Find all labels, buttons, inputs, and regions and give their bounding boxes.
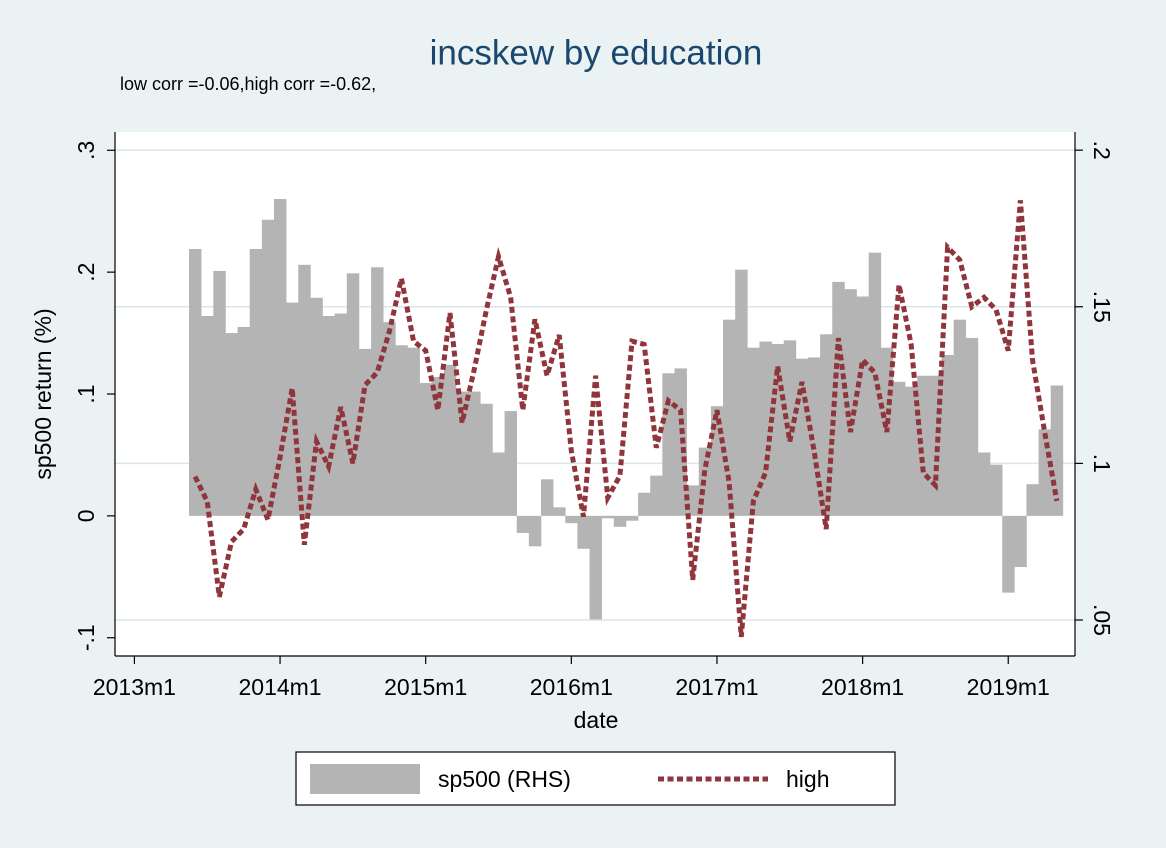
bar (468, 391, 481, 516)
line (192, 200, 1060, 638)
x-tick-label: 2017m1 (675, 674, 758, 700)
bar (747, 347, 760, 516)
x-tick-label: 2015m1 (384, 674, 467, 700)
subtitle: low corr =-0.06,high corr =-0.62, (120, 74, 376, 94)
bar (953, 319, 967, 516)
bar (844, 289, 857, 516)
bar (431, 376, 445, 516)
bar (298, 264, 311, 516)
bar (371, 267, 384, 516)
y-tick-label: -.1 (73, 624, 99, 651)
bar (977, 452, 991, 516)
bar (941, 355, 954, 516)
bar (638, 492, 651, 516)
bar (1002, 515, 1015, 593)
bar (540, 479, 554, 516)
bar (322, 316, 335, 516)
legend-swatch (310, 764, 420, 794)
y-axis-title: sp500 return (%) (30, 308, 56, 479)
bar (892, 381, 906, 516)
x-axis-title: date (574, 707, 619, 733)
bar (456, 391, 469, 516)
bar (917, 375, 930, 516)
bar (965, 337, 979, 516)
bar (565, 515, 578, 524)
bar (201, 316, 214, 516)
bar (929, 375, 942, 516)
bar (225, 333, 238, 516)
x-tick-label: 2014m1 (238, 674, 321, 700)
bar (492, 452, 505, 516)
bar (662, 373, 675, 516)
bar (856, 296, 869, 516)
bar (395, 345, 408, 516)
bar (990, 464, 1003, 516)
y-tick-label: 0 (73, 509, 99, 522)
x-tick-label: 2018m1 (821, 674, 904, 700)
bar (189, 248, 202, 516)
bar (625, 515, 639, 521)
bar (832, 281, 845, 516)
bar (346, 273, 360, 516)
y2-tick-label: .2 (1089, 141, 1115, 160)
bar (358, 348, 372, 516)
bar (443, 364, 457, 516)
bar (480, 403, 493, 516)
chart-title: incskew by education (430, 33, 763, 72)
bar (553, 507, 566, 516)
bar (589, 515, 602, 620)
x-tick-label: 2019m1 (967, 674, 1050, 700)
x-tick-label: 2013m1 (93, 674, 176, 700)
bar (1038, 429, 1052, 516)
bar (735, 269, 748, 516)
y-tick-label: .2 (73, 263, 99, 282)
bar (383, 322, 396, 516)
y2-tick-label: .1 (1089, 454, 1115, 473)
bar (601, 515, 615, 519)
bar (868, 252, 882, 516)
y2-tick-label: .15 (1089, 291, 1115, 323)
legend-label: sp500 (RHS) (438, 766, 571, 792)
bar (407, 347, 420, 516)
y2-tick-label: .05 (1089, 604, 1115, 636)
bar (650, 475, 663, 516)
y-tick-label: .3 (73, 141, 99, 160)
legend-label: high (786, 766, 829, 792)
y-tick-label: .1 (73, 384, 99, 403)
bar (528, 515, 542, 547)
bar (261, 219, 275, 516)
bar (237, 326, 251, 516)
bar (759, 341, 772, 516)
bar (1014, 515, 1027, 568)
bar (516, 515, 530, 533)
x-tick-label: 2016m1 (530, 674, 613, 700)
bar (249, 248, 263, 516)
bar (213, 270, 226, 516)
bar (577, 515, 590, 549)
bar (310, 297, 323, 516)
bar (1050, 385, 1064, 516)
bar (1026, 484, 1039, 516)
bar (504, 411, 518, 516)
bar (613, 515, 627, 527)
bar (419, 383, 433, 516)
bar (905, 386, 918, 516)
